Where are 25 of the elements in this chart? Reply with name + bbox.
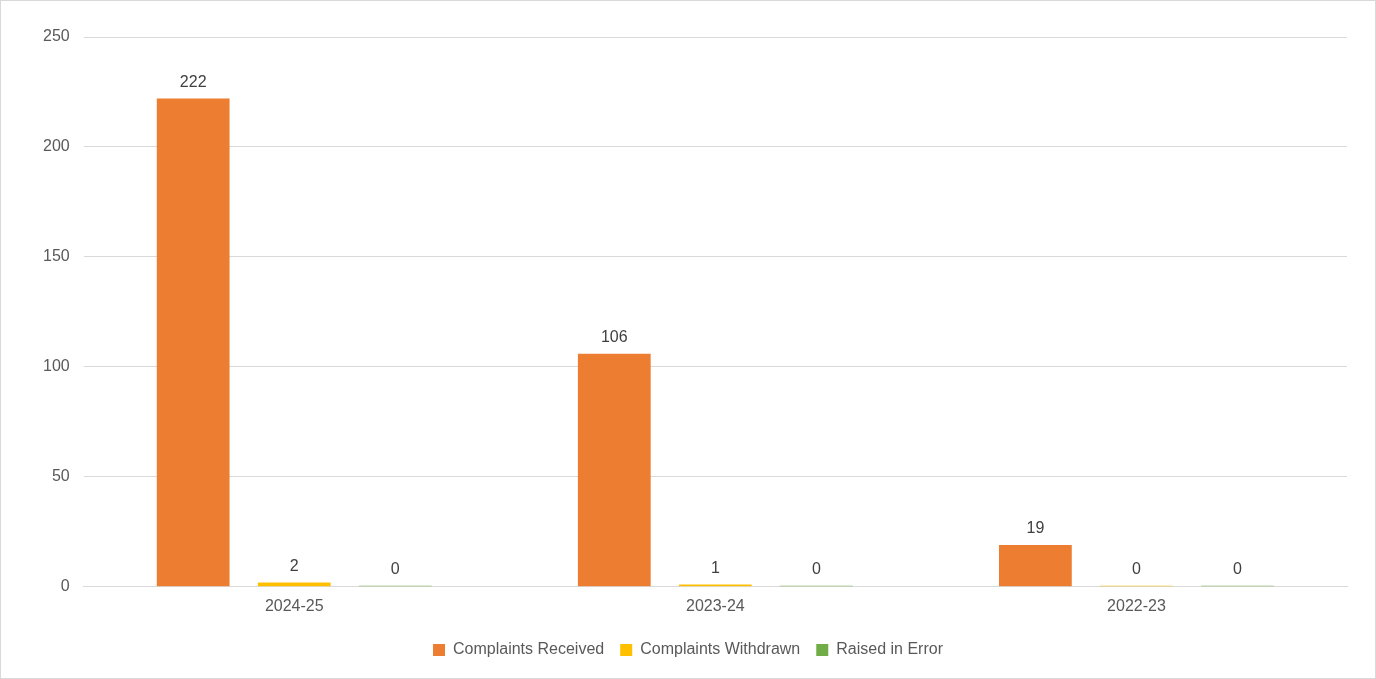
y-tick-label: 150: [42, 247, 70, 265]
data-label: 222: [179, 72, 207, 90]
bar: [257, 582, 331, 587]
y-tick-label: 100: [42, 357, 70, 375]
data-label: 19: [1026, 519, 1045, 537]
x-tick-label: 2022-23: [1107, 596, 1166, 614]
data-label: 106: [600, 328, 628, 346]
legend-label: Complaints Withdrawn: [640, 640, 801, 658]
y-tick-label: 200: [42, 137, 70, 155]
y-tick-label: 50: [51, 467, 70, 485]
legend-label: Raised in Error: [836, 640, 944, 658]
x-tick-label: 2024-25: [264, 596, 324, 614]
y-tick-label: 0: [60, 577, 70, 595]
data-label: 0: [811, 560, 821, 578]
bar: [156, 98, 230, 587]
data-label: 0: [1132, 560, 1141, 578]
data-label: 2: [289, 556, 299, 574]
legend-label: Complaints Received: [453, 640, 605, 658]
bar: [999, 545, 1072, 587]
y-tick-label: 250: [42, 27, 70, 45]
data-label: 0: [1233, 560, 1243, 578]
data-label: 1: [710, 559, 720, 577]
data-label: 0: [390, 560, 400, 578]
x-tick-label: 2023-24: [685, 596, 745, 614]
bar: [577, 353, 651, 587]
